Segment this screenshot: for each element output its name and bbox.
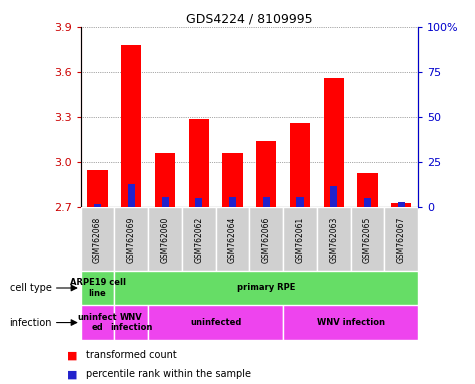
Bar — [162, 197, 169, 207]
Text: GSM762069: GSM762069 — [127, 217, 136, 263]
Text: GSM762067: GSM762067 — [397, 217, 406, 263]
Bar — [148, 305, 283, 340]
Text: WNV infection: WNV infection — [316, 318, 385, 327]
Text: ■: ■ — [66, 369, 77, 379]
Bar — [398, 202, 405, 207]
Bar — [384, 207, 418, 271]
Bar — [283, 207, 317, 271]
Bar — [189, 119, 209, 207]
Text: GSM762066: GSM762066 — [262, 217, 271, 263]
Text: GSM762060: GSM762060 — [161, 217, 170, 263]
Bar — [323, 78, 344, 207]
Bar — [148, 207, 182, 271]
Text: ARPE19 cell
line: ARPE19 cell line — [70, 278, 125, 298]
Text: WNV
infection: WNV infection — [110, 313, 152, 332]
Bar — [296, 197, 304, 207]
Text: primary RPE: primary RPE — [237, 283, 295, 293]
Bar — [87, 170, 108, 207]
Text: percentile rank within the sample: percentile rank within the sample — [86, 369, 250, 379]
Bar — [81, 271, 114, 305]
Bar — [364, 198, 371, 207]
Bar — [195, 198, 202, 207]
Bar — [263, 197, 270, 207]
Bar — [391, 203, 411, 207]
Bar — [256, 141, 276, 207]
Text: GSM762068: GSM762068 — [93, 217, 102, 263]
Text: transformed count: transformed count — [86, 350, 176, 360]
Text: GSM762062: GSM762062 — [194, 217, 203, 263]
Bar — [94, 204, 101, 207]
Bar — [317, 207, 351, 271]
Text: GSM762061: GSM762061 — [295, 217, 304, 263]
Bar — [290, 123, 310, 207]
Text: infection: infection — [10, 318, 52, 328]
Bar — [249, 207, 283, 271]
Bar — [128, 184, 135, 207]
Text: cell type: cell type — [10, 283, 51, 293]
Bar — [155, 153, 175, 207]
Title: GDS4224 / 8109995: GDS4224 / 8109995 — [186, 13, 313, 26]
Text: GSM762065: GSM762065 — [363, 217, 372, 263]
Bar — [222, 153, 243, 207]
Bar — [283, 305, 418, 340]
Bar — [216, 207, 249, 271]
Bar — [81, 305, 114, 340]
Text: uninfected: uninfected — [190, 318, 241, 327]
Text: GSM762063: GSM762063 — [329, 217, 338, 263]
Bar — [330, 186, 337, 207]
Bar — [351, 207, 384, 271]
Bar — [81, 207, 114, 271]
Text: uninfect
ed: uninfect ed — [78, 313, 117, 332]
Bar — [229, 197, 236, 207]
Bar — [114, 305, 148, 340]
Bar — [357, 173, 378, 207]
Bar — [114, 207, 148, 271]
Text: ■: ■ — [66, 350, 77, 360]
Bar — [182, 207, 216, 271]
Text: GSM762064: GSM762064 — [228, 217, 237, 263]
Bar — [121, 45, 142, 207]
